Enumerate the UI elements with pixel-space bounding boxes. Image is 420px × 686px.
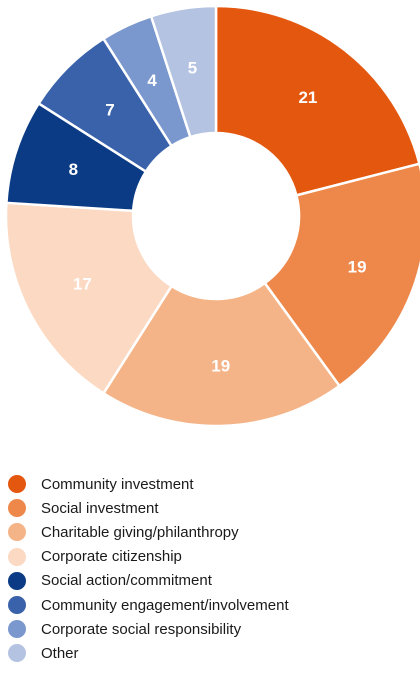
legend-label: Community investment xyxy=(41,475,194,493)
legend-label: Social investment xyxy=(41,499,159,517)
legend-item-social-investment: Social investment xyxy=(8,496,289,520)
chart-legend: Community investment Social investment Cha… xyxy=(8,472,289,666)
legend-item-community-investment: Community investment xyxy=(8,472,289,496)
legend-label: Corporate social responsibility xyxy=(41,620,242,638)
legend-item-charitable-giving-philanthropy: Charitable giving/philanthropy xyxy=(8,520,289,544)
legend-item-community-engagement-involvement: Community engagement/involvement xyxy=(8,593,289,617)
legend-label: Social action/commitment xyxy=(41,572,212,590)
legend-swatch xyxy=(8,620,26,639)
legend-label: Charitable giving/philanthropy xyxy=(41,523,239,541)
slice-value-label: 19 xyxy=(211,356,230,375)
slice-value-label: 7 xyxy=(105,100,114,119)
legend-swatch xyxy=(8,523,26,542)
slice-value-label: 21 xyxy=(298,88,317,107)
slice-community-investment xyxy=(214,4,420,197)
slice-other xyxy=(149,4,218,139)
legend-swatch xyxy=(8,596,26,615)
legend-swatch xyxy=(8,499,26,518)
legend-label: Corporate citizenship xyxy=(41,548,182,566)
slice-corporate-citizenship xyxy=(4,201,173,395)
legend-swatch xyxy=(8,644,26,663)
legend-item-social-action-commitment: Social action/commitment xyxy=(8,569,289,593)
legend-swatch xyxy=(8,475,26,494)
legend-label: Other xyxy=(41,644,79,662)
legend-item-corporate-social-responsibility: Corporate social responsibility xyxy=(8,617,289,641)
donut-chart: 21 19 19 17 8 7 4 5 xyxy=(4,4,420,428)
legend-item-corporate-citizenship: Corporate citizenship xyxy=(8,545,289,569)
legend-swatch xyxy=(8,571,26,590)
slice-charitable-giving-philanthropy xyxy=(102,281,341,428)
slice-value-label: 5 xyxy=(188,58,197,77)
legend-item-other: Other xyxy=(8,641,289,665)
slice-value-label: 19 xyxy=(348,257,367,276)
slice-social-investment xyxy=(263,162,420,388)
legend-label: Community engagement/involvement xyxy=(41,596,289,614)
slice-value-label: 17 xyxy=(73,275,92,294)
slice-value-label: 4 xyxy=(147,71,157,90)
legend-swatch xyxy=(8,547,26,566)
slice-value-label: 8 xyxy=(69,160,78,179)
